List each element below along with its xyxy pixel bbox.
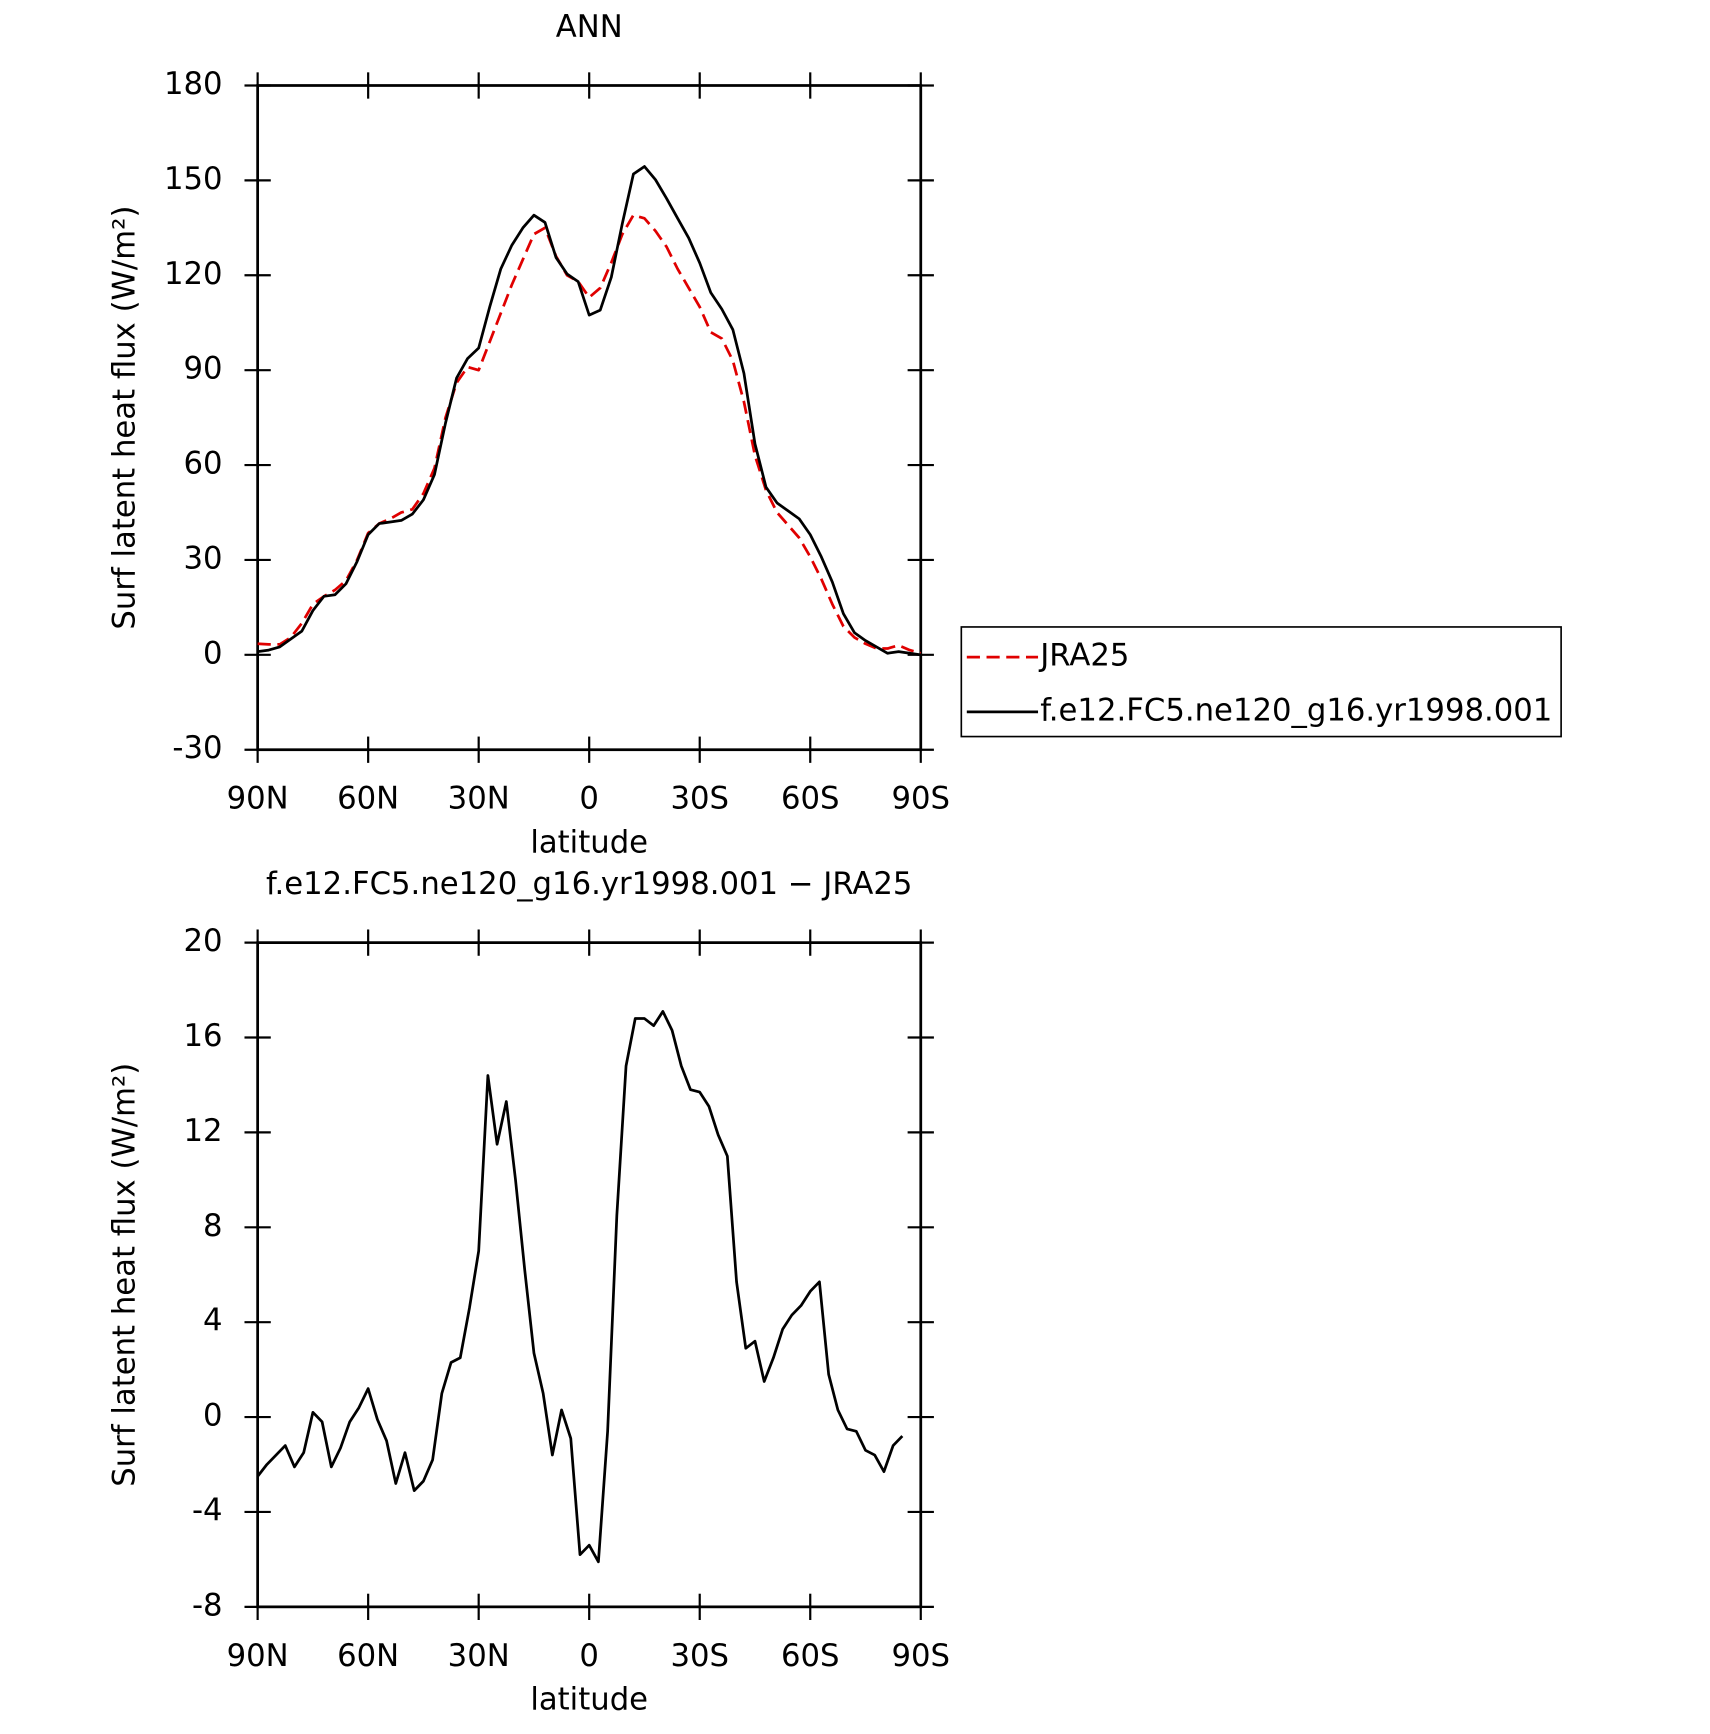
legend-label: JRA25 [1038,639,1129,674]
legend-label: f.e12.FC5.ne120_g16.yr1998.001 [1040,693,1552,728]
legend-frame [960,626,1562,738]
y-axis-label: Surf latent heat flux (W/m²) [108,1063,143,1487]
series-line [256,1010,904,1564]
x-tick-label: 90S [891,1639,950,1674]
y-tick-label: 16 [183,1019,222,1054]
y-tick-label: 0 [203,636,223,671]
x-tick-label: 30S [670,782,729,817]
chart-title: f.e12.FC5.ne120_g16.yr1998.001 − JRA25 [266,867,913,902]
y-tick-label: 90 [183,352,222,387]
y-tick-label: 120 [164,257,223,292]
x-tick-label: 60N [337,782,399,817]
x-tick-label: 60S [781,1639,840,1674]
chart-title: ANN [556,10,623,45]
x-tick-label: 0 [579,1639,599,1674]
x-tick-label: 90N [227,782,289,817]
x-axis-label: latitude [530,825,648,860]
y-tick-label: -4 [192,1493,223,1528]
y-tick-label: 20 [183,924,222,959]
y-tick-label: 180 [164,67,223,102]
y-tick-label: 60 [183,447,222,482]
x-tick-label: 90S [891,782,950,817]
y-tick-label: 0 [203,1399,223,1434]
x-tick-label: 30N [448,1639,510,1674]
legend: JRA25 f.e12.FC5.ne120_g16.yr1998.001 [960,626,1562,738]
y-tick-label: 4 [203,1304,223,1339]
y-tick-label: 12 [183,1114,222,1149]
y-tick-label: -30 [172,731,222,766]
y-axis-label: Surf latent heat flux (W/m²) [108,206,143,630]
y-tick-label: -8 [192,1588,223,1623]
x-tick-label: 30N [448,782,510,817]
series-line [257,165,921,657]
y-tick-label: 8 [203,1209,223,1244]
x-tick-label: 60S [781,782,840,817]
x-tick-label: 60N [337,1639,399,1674]
y-tick-label: 30 [183,541,222,576]
series-line [257,213,922,655]
x-tick-label: 90N [227,1639,289,1674]
x-axis-label: latitude [530,1683,648,1718]
plot-frame [256,941,923,1609]
x-tick-label: 0 [579,782,599,817]
plot-frame [256,84,923,752]
x-tick-label: 30S [670,1639,729,1674]
y-tick-label: 150 [164,162,223,197]
